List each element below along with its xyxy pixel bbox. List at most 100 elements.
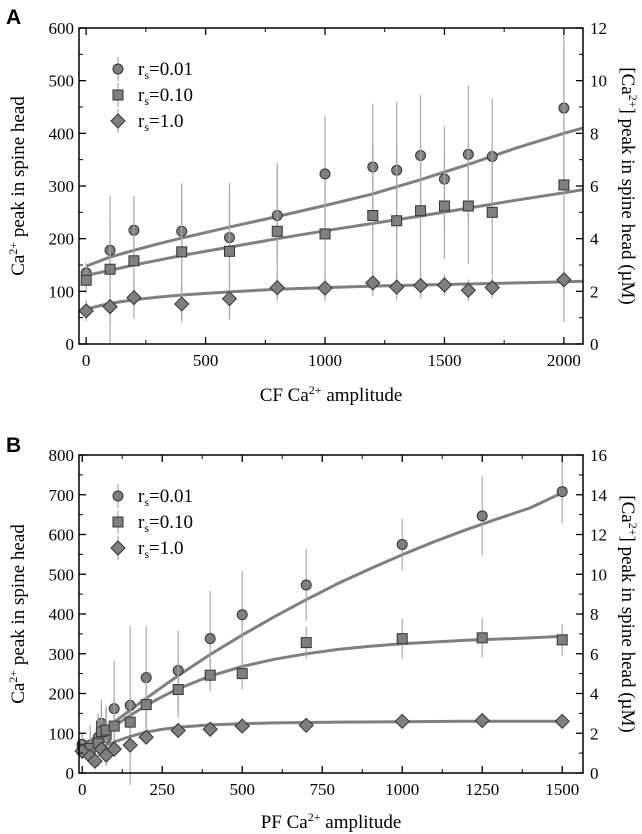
data-point [476,510,488,522]
legend-label-text: =0.01 [149,59,193,80]
data-point [108,720,120,732]
y-right-axis-title-superscript: 2+ [626,95,640,108]
panel-b: B0 250 500 750 1000 1250 150001002003004005006… [6,434,640,833]
y-right-tick-label: 8 [590,124,599,143]
x-tick-label: 2000 [547,351,581,370]
data-point [78,303,94,319]
data-point [202,721,218,737]
legend-label-text: =0.01 [149,486,193,507]
x-tick-label: 500 [193,351,219,370]
x-axis-title: PF Ca2+ amplitude [261,810,402,833]
y-right-tick-label: 6 [590,177,599,196]
data-point [269,279,285,296]
y-tick-label: 300 [49,177,75,196]
data-point [438,200,450,212]
legend-label: rs=0.10 [138,85,193,108]
legend-label-text: r [138,111,145,132]
y-right-axis-title: [Ca2+] peak in spine head (µM) [617,495,640,732]
y-right-axis-title: [Ca2+] peak in spine head (µM) [617,67,640,304]
legend-marker [112,490,124,502]
legend-item: rs=0.10 [112,83,193,108]
x-tick-label: 1250 [465,780,499,799]
y-right-axis-title-text: [Ca [617,495,638,523]
data-point [102,298,118,315]
data-point [271,225,283,237]
x-axis-title-text: CF Ca [260,385,310,406]
y-tick-label: 600 [49,526,75,545]
y-tick-label: 700 [49,486,75,505]
data-point [388,279,405,295]
x-tick-label: 1000 [308,351,342,370]
x-tick-label: 1500 [545,780,579,799]
data-point [558,179,570,191]
data-point [319,228,331,240]
y-axis-title-text: peak in spine head [8,524,29,670]
y-tick-label: 0 [66,335,75,354]
legend-label-text: r [138,538,145,559]
legend-label-text: =0.10 [149,512,193,533]
data-point [484,279,500,296]
data-point [462,200,474,212]
fit-curve [81,719,563,755]
data-point [87,753,103,769]
y-axis-title-text: Ca [8,682,29,704]
legend-label: rs=1.0 [138,538,183,561]
legend-label: rs=0.01 [138,59,193,82]
x-axis-title-superscript: 2+ [309,383,322,397]
legend-label: rs=0.01 [138,486,193,509]
legend-label-text: =1.0 [149,111,183,132]
data-point [300,637,312,649]
y-tick-label: 500 [49,72,75,91]
legend-item: rs=1.0 [110,536,183,561]
y-right-tick-label: 8 [590,605,599,624]
legend-label: rs=0.10 [138,512,193,535]
data-point [476,632,488,644]
data-point [140,699,152,711]
panel-letter: A [6,6,21,29]
data-point [124,716,136,728]
data-point [176,246,188,258]
data-point [223,245,235,257]
legend: rs=0.01 rs=0.10 rs=1.0 [110,484,193,561]
y-tick-label: 300 [49,645,75,664]
legend-item: rs=0.01 [112,57,193,82]
legend-marker [112,89,124,101]
y-right-tick-label: 0 [590,335,599,354]
y-right-tick-label: 4 [590,685,599,704]
data-point [415,205,427,217]
legend-label-subscript: s [144,68,149,82]
x-axis-title-text: PF Ca [261,812,309,833]
data-point [367,209,379,221]
x-axis-title-superscript: 2+ [308,810,321,824]
legend-item: rs=0.01 [112,484,193,509]
data-point [554,713,570,730]
y-right-axis-title-text: [Ca [617,67,638,95]
x-tick-label: 500 [229,780,255,799]
series-diamond [78,269,584,326]
legend-label: rs=1.0 [138,111,183,134]
y-right-axis-title-text: ] peak in spine head (µM) [617,536,638,733]
fit-curve [81,491,563,749]
y-right-tick-label: 12 [590,19,607,38]
y-tick-label: 100 [49,724,75,743]
data-point [396,633,408,645]
legend-marker [112,63,124,75]
y-tick-label: 600 [49,19,75,38]
data-point [122,737,138,753]
panel-letter: B [6,434,21,457]
x-tick-label: 750 [309,780,335,799]
y-right-axis-title-text: ] peak in spine head (µM) [617,108,638,305]
data-point [556,634,568,646]
x-tick-label: 0 [82,351,91,370]
legend-item: rs=1.0 [110,109,183,134]
y-right-tick-label: 2 [590,724,599,743]
data-point [236,668,248,680]
legend-marker [112,516,124,528]
fit-curve [85,279,584,311]
data-point [170,722,186,739]
data-point [300,579,312,591]
data-point [391,215,403,227]
data-point [474,712,490,729]
